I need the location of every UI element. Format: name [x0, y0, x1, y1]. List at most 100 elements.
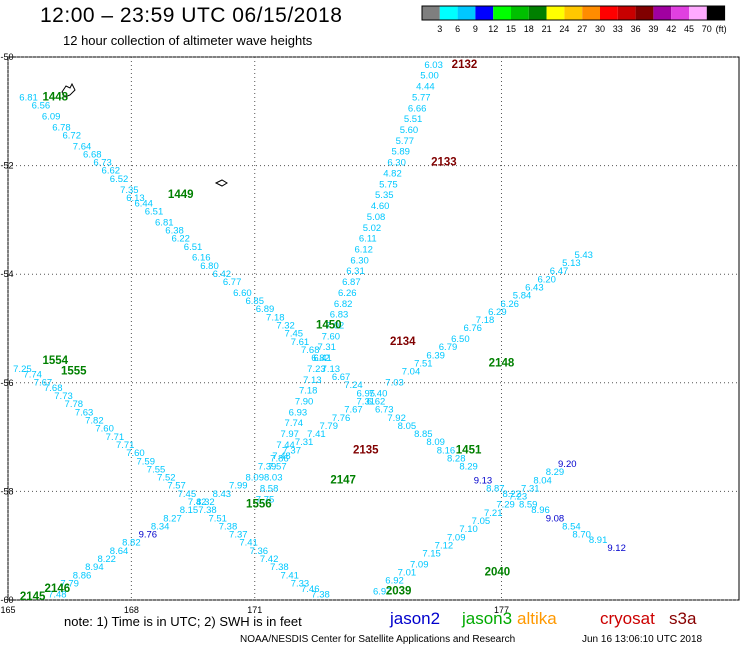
legend-tick-label: 24 — [559, 24, 569, 34]
swh-value: 7.13 — [322, 364, 341, 375]
swh-value: 7.61 — [291, 337, 310, 348]
swh-value: 9.76 — [139, 530, 158, 541]
pass-time-label: 2134 — [390, 336, 416, 348]
swh-value: 8.29 — [459, 462, 478, 473]
y-tick-label: -56 — [0, 378, 13, 388]
swh-value: 7.31 — [295, 437, 314, 448]
swh-value: 7.03 — [385, 378, 404, 389]
legend-swatch — [528, 6, 547, 20]
swh-value: 7.41 — [307, 429, 326, 440]
swh-value: 7.86 — [270, 454, 289, 465]
swh-value: 7.05 — [472, 516, 491, 527]
swh-value: 6.81 — [19, 92, 38, 103]
swh-value: 5.13 — [562, 258, 581, 269]
swh-value: 7.99 — [229, 481, 248, 492]
swh-value: 8.27 — [163, 513, 182, 524]
swh-value: 6.62 — [102, 166, 121, 177]
swh-value: 6.50 — [451, 334, 470, 345]
swh-value: 7.35 — [120, 185, 139, 196]
swh-value: 7.60 — [126, 448, 145, 459]
swh-value: 7.18 — [476, 315, 495, 326]
swh-value: 7.36 — [250, 546, 269, 557]
pass-time-label: 2132 — [452, 59, 478, 71]
x-tick-label: 165 — [0, 605, 15, 615]
swh-value: 5.02 — [363, 223, 382, 234]
swh-value: 7.25 — [13, 364, 32, 375]
legend-swatch — [653, 6, 672, 20]
legend-swatch — [564, 6, 583, 20]
legend-tick-label: 15 — [506, 24, 516, 34]
swh-value: 6.80 — [200, 261, 219, 272]
swh-value: 6.09 — [42, 111, 61, 122]
pass-time-label: 1451 — [456, 444, 482, 456]
legend-tick-label: 6 — [455, 24, 460, 34]
swh-value: 6.26 — [500, 299, 519, 310]
swh-value: 5.35 — [375, 190, 394, 201]
swh-value: 6.56 — [32, 101, 51, 112]
swh-value: 7.73 — [54, 391, 73, 402]
swh-value: 6.92 — [385, 576, 404, 587]
legend-swatch — [600, 6, 618, 20]
swh-value: 6.51 — [145, 206, 164, 217]
swh-value: 6.26 — [338, 288, 357, 299]
pass-time-label: 2133 — [431, 157, 457, 169]
swh-value: 6.44 — [134, 198, 153, 209]
swh-value: 7.51 — [414, 359, 433, 370]
legend-swatch — [582, 6, 600, 20]
swh-value: 6.51 — [184, 242, 203, 253]
pass-time-label: 2148 — [489, 358, 515, 370]
swh-value: 6.93 — [289, 407, 308, 418]
legend-swatch — [546, 6, 565, 20]
legend-tick-label: 9 — [473, 24, 478, 34]
swh-value: 6.66 — [408, 103, 427, 114]
swh-value: 7.24 — [344, 380, 363, 391]
swh-value: 7.40 — [369, 388, 388, 399]
swh-value: 6.29 — [488, 307, 507, 318]
swh-value: 6.82 — [311, 353, 330, 364]
swh-value: 8.96 — [531, 505, 550, 516]
swh-value: 6.89 — [256, 304, 275, 315]
swh-value: 6.22 — [171, 234, 190, 245]
swh-value: 7.31 — [317, 342, 336, 353]
swh-value: 8.70 — [572, 530, 591, 541]
pass-time-label: 1449 — [168, 189, 194, 201]
island-outline — [61, 82, 76, 98]
swh-value: 7.57 — [268, 462, 287, 473]
swh-value: 6.77 — [223, 277, 242, 288]
swh-value: 7.39 — [258, 462, 277, 473]
swh-value: 7.41 — [280, 570, 299, 581]
pass-time-label: 1450 — [316, 320, 342, 332]
swh-value: 7.32 — [276, 321, 295, 332]
x-tick-label: 171 — [247, 605, 262, 615]
swh-value: 8.82 — [122, 538, 141, 549]
swh-value: 7.92 — [387, 413, 406, 424]
swh-value: 7.02 — [326, 321, 345, 332]
swh-value: 6.68 — [83, 149, 102, 160]
swh-value: 8.43 — [213, 489, 232, 500]
swh-value: 6.83 — [330, 310, 349, 321]
swh-value: 6.16 — [192, 253, 211, 264]
swh-value: 4.60 — [371, 201, 390, 212]
swh-value: 7.64 — [73, 141, 92, 152]
swh-value: 7.67 — [344, 405, 363, 416]
swh-value: 6.13 — [126, 193, 145, 204]
swh-value: 7.23 — [307, 364, 326, 375]
swh-value: 7.45 — [178, 489, 197, 500]
legend-swatch — [671, 6, 689, 20]
swh-value: 7.33 — [291, 578, 310, 589]
legend-tick-label: 36 — [631, 24, 641, 34]
swh-value: 7.37 — [229, 530, 248, 541]
swh-value: 7.68 — [44, 383, 63, 394]
mission-s3a: s3a — [669, 609, 697, 628]
legend-tick-label: 27 — [577, 24, 587, 34]
legend-swatch — [475, 6, 494, 20]
swh-value: 6.31 — [346, 266, 365, 277]
swh-value: 8.59 — [519, 500, 538, 511]
plot-frame — [7, 56, 740, 601]
swh-value: 7.31 — [521, 483, 540, 494]
swh-value: 6.52 — [110, 174, 129, 185]
legend-swatch — [439, 6, 458, 20]
mission-altika: altika — [517, 609, 557, 628]
swh-value: 6.82 — [334, 299, 353, 310]
swh-value: 7.78 — [65, 399, 84, 410]
